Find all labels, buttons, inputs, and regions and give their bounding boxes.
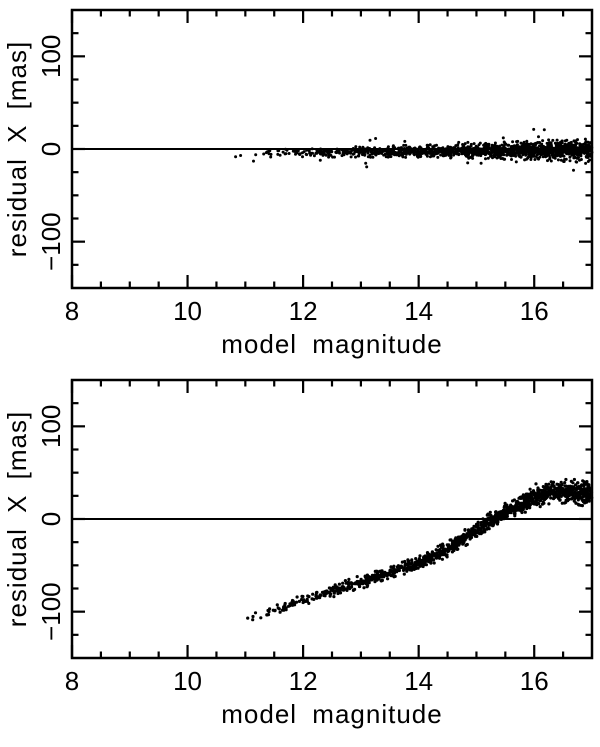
x-tick-label: 16 xyxy=(520,296,549,326)
y-tick-label: 0 xyxy=(36,142,66,156)
x-tick-label: 10 xyxy=(173,296,202,326)
x-tick-label: 10 xyxy=(173,666,202,696)
plot-frame xyxy=(70,378,594,660)
y-axis-label: residual X [mas] xyxy=(2,411,32,627)
x-tick-label: 14 xyxy=(404,666,433,696)
y-tick-label: −100 xyxy=(36,212,66,271)
x-tick-label: 12 xyxy=(289,666,318,696)
x-axis-label: model magnitude xyxy=(221,329,442,359)
x-tick-label: 16 xyxy=(520,666,549,696)
y-tick-label: 0 xyxy=(36,512,66,526)
y-tick-label: −100 xyxy=(36,582,66,641)
x-tick-label: 8 xyxy=(65,296,79,326)
x-tick-label: 12 xyxy=(289,296,318,326)
data-points xyxy=(234,127,594,172)
data-points xyxy=(246,477,594,622)
plot-frame xyxy=(70,8,594,290)
plot-bottom: 8 10 12 14 16 −100 0 100 model magnitude residual… xyxy=(2,378,594,729)
y-tick-label: 100 xyxy=(36,405,66,448)
x-tick-label: 8 xyxy=(65,666,79,696)
x-tick-label: 14 xyxy=(404,296,433,326)
y-axis-label: residual X [mas] xyxy=(2,41,32,257)
x-axis-label: model magnitude xyxy=(221,699,442,729)
plot-top: 8 10 12 14 16 −100 0 100 model magnitude residual… xyxy=(2,8,594,359)
y-tick-label: 100 xyxy=(36,35,66,78)
